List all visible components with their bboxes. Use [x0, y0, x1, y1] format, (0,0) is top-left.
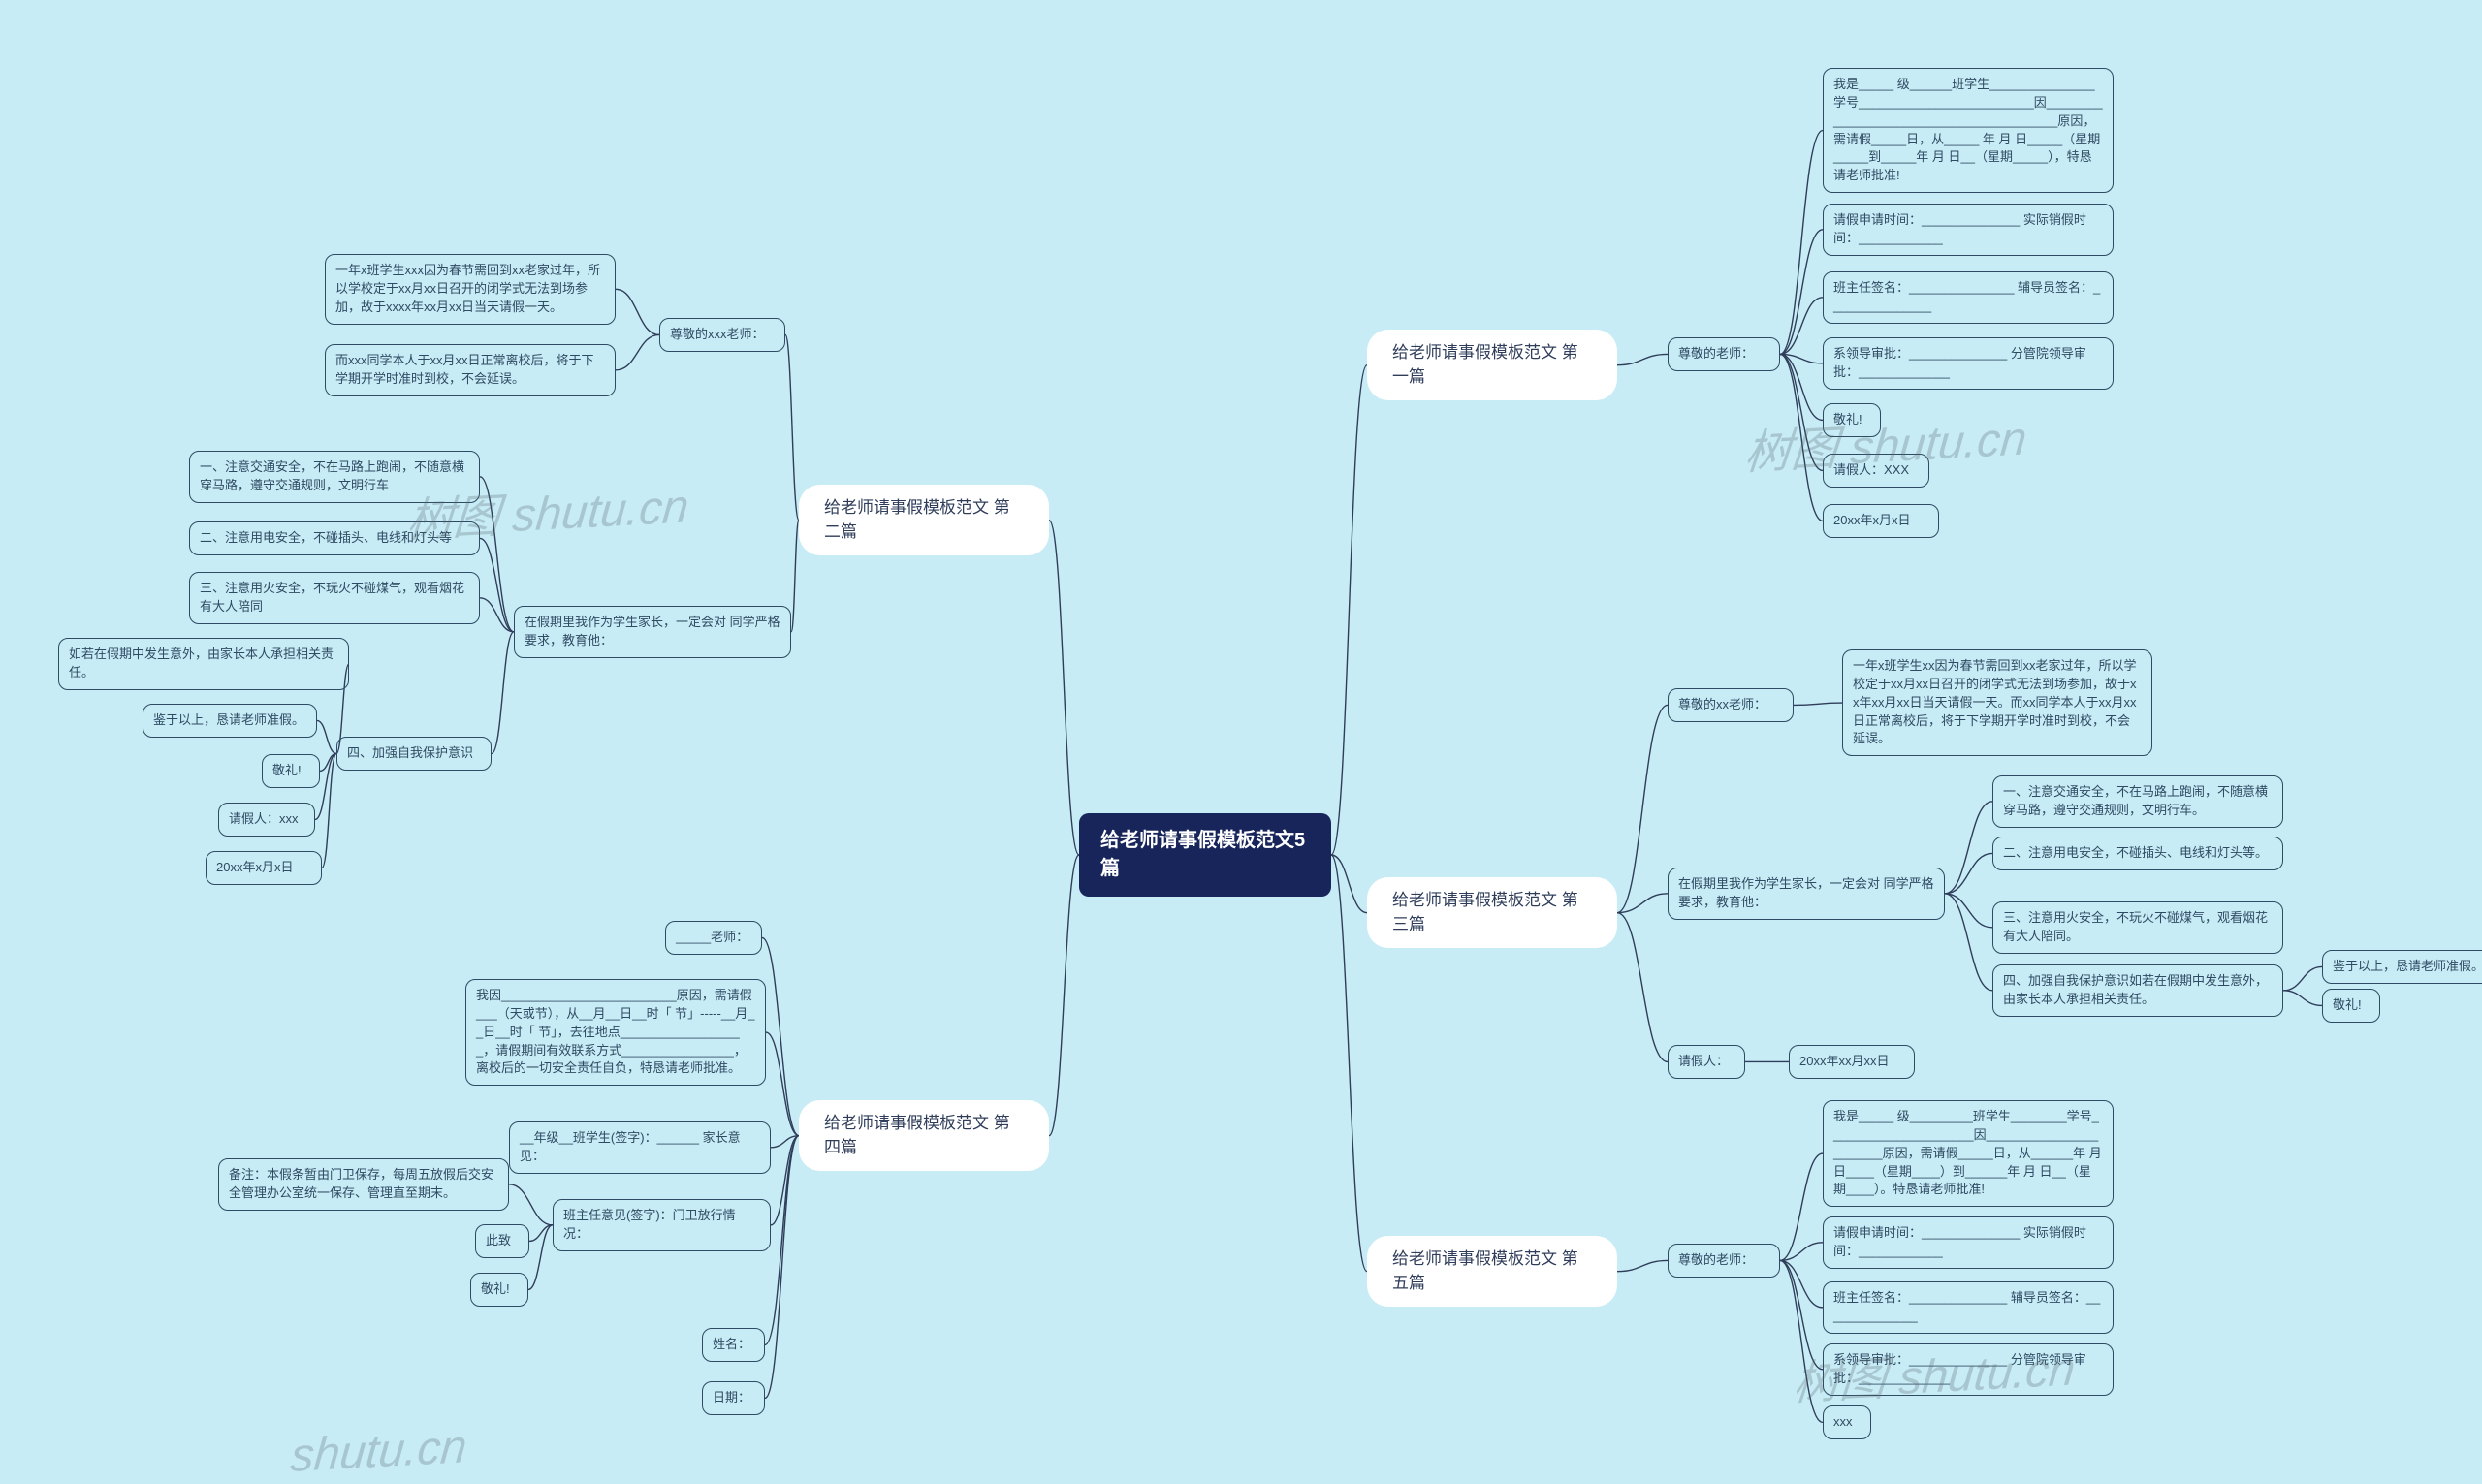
node-n_s3_b4b: 敬礼!: [2322, 989, 2380, 1023]
node-n_s3_b2: 二、注意用电安全，不碰插头、电线和灯头等。: [1992, 837, 2283, 870]
node-n_s1_a4: 系领导审批：______________ 分管院领导审批：___________…: [1823, 337, 2114, 390]
node-n_s3_a: 尊敬的xx老师：: [1668, 688, 1794, 722]
node-n_s2_b3: 三、注意用火安全，不玩火不碰煤气，观看烟花有大人陪同: [189, 572, 480, 624]
node-n_s1_a2: 请假申请时间：______________ 实际销假时间：___________…: [1823, 204, 2114, 256]
node-n_s1_a: 尊敬的老师：: [1668, 337, 1780, 371]
node-n_s1_a3: 班主任签名：_______________ 辅导员签名：____________…: [1823, 271, 2114, 324]
node-n_s4_a: _____老师：: [665, 921, 762, 955]
node-n_s5_a4: 系领导审批：______________ 分管院领导审批：___________…: [1823, 1343, 2114, 1396]
node-n_s2_b4c: 敬礼!: [262, 754, 320, 788]
section-s3: 给老师请事假模板范文 第三篇: [1367, 877, 1617, 948]
node-n_s2_b4d: 请假人：xxx: [218, 803, 315, 837]
node-n_s5_a3: 班主任签名：______________ 辅导员签名：_____________…: [1823, 1281, 2114, 1334]
node-n_s4_d: 班主任意见(签字)：门卫放行情况：: [553, 1199, 771, 1251]
node-n_s2_a1: 一年x班学生xxx因为春节需回到xx老家过年，所以学校定于xx月xx日召开的闭学…: [325, 254, 616, 325]
node-n_s4_d2: 此致: [475, 1224, 529, 1258]
node-n_s5_a1: 我是_____ 级_________班学生________学号_________…: [1823, 1100, 2114, 1207]
section-s5: 给老师请事假模板范文 第五篇: [1367, 1236, 1617, 1307]
node-n_s4_d3: 敬礼!: [470, 1273, 528, 1307]
node-n_s2_b: 在假期里我作为学生家长，一定会对 同学严格要求，教育他：: [514, 606, 791, 658]
node-n_s2_b4a: 如若在假期中发生意外，由家长本人承担相关责任。: [58, 638, 349, 690]
node-n_s3_c: 请假人：: [1668, 1045, 1745, 1079]
node-n_s2_a2: 而xxx同学本人于xx月xx日正常离校后，将于下学期开学时准时到校，不会延误。: [325, 344, 616, 396]
node-n_s4_f: 日期：: [702, 1381, 765, 1415]
node-n_s1_a7: 20xx年x月x日: [1823, 504, 1939, 538]
node-n_s1_a5: 敬礼!: [1823, 403, 1881, 437]
node-n_s1_a6: 请假人：XXX: [1823, 454, 1929, 488]
node-n_s2_a: 尊敬的xxx老师：: [659, 318, 785, 352]
node-n_s2_b4e: 20xx年x月x日: [206, 851, 322, 885]
node-n_s3_c1: 20xx年xx月xx日: [1789, 1045, 1915, 1079]
node-n_s3_b4: 四、加强自我保护意识如若在假期中发生意外，由家长本人承担相关责任。: [1992, 964, 2283, 1017]
node-n_s3_b1: 一、注意交通安全，不在马路上跑闹，不随意横穿马路，遵守交通规则，文明行车。: [1992, 775, 2283, 828]
node-n_s5_a5: xxx: [1823, 1405, 1871, 1439]
node-n_s4_e: 姓名：: [702, 1328, 765, 1362]
section-s2: 给老师请事假模板范文 第二篇: [799, 485, 1049, 555]
node-n_s2_b4b: 鉴于以上，恳请老师准假。: [143, 704, 317, 738]
section-s4: 给老师请事假模板范文 第四篇: [799, 1100, 1049, 1171]
node-n_s5_a: 尊敬的老师：: [1668, 1244, 1780, 1278]
section-s1: 给老师请事假模板范文 第一篇: [1367, 330, 1617, 400]
node-n_s4_d1: 备注：本假条暂由门卫保存，每周五放假后交安全管理办公室统一保存、管理直至期末。: [218, 1158, 509, 1211]
node-n_s2_b1: 一、注意交通安全，不在马路上跑闹，不随意横穿马路，遵守交通规则，文明行车: [189, 451, 480, 503]
node-n_s2_b2: 二、注意用电安全，不碰插头、电线和灯头等: [189, 521, 480, 555]
watermark: shutu.cn: [289, 1420, 469, 1483]
node-n_s3_b4a: 鉴于以上，恳请老师准假。: [2322, 950, 2482, 984]
node-n_s3_b: 在假期里我作为学生家长，一定会对 同学严格要求，教育他：: [1668, 868, 1945, 920]
node-n_s1_a1: 我是_____ 级______班学生_______________学号_____…: [1823, 68, 2114, 193]
root-node: 给老师请事假模板范文5篇: [1079, 813, 1331, 897]
node-n_s4_b: 我因_________________________原因，需请假___（天或节…: [465, 979, 766, 1086]
node-n_s3_b3: 三、注意用火安全，不玩火不碰煤气，观看烟花有大人陪同。: [1992, 901, 2283, 954]
node-n_s3_a1: 一年x班学生xx因为春节需回到xx老家过年，所以学校定于xx月xx日召开的闭学式…: [1842, 649, 2152, 756]
node-n_s2_b4: 四、加强自我保护意识: [336, 737, 492, 771]
node-n_s5_a2: 请假申请时间：______________ 实际销假时间：___________…: [1823, 1216, 2114, 1269]
node-n_s4_c: __年级__班学生(签字)：______ 家长意见：: [509, 1121, 771, 1174]
mindmap-canvas: 给老师请事假模板范文5篇 给老师请事假模板范文 第一篇给老师请事假模板范文 第三篇…: [0, 0, 2482, 1484]
